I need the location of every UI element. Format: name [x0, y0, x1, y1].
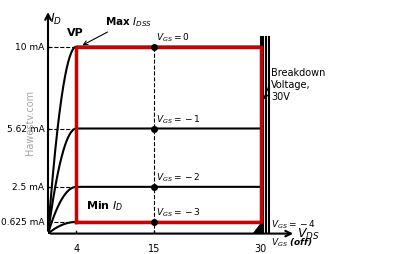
Text: VP: VP — [66, 28, 83, 38]
Text: Max $I_{DSS}$: Max $I_{DSS}$ — [84, 15, 152, 45]
Text: $V_{GS}=-1$: $V_{GS}=-1$ — [156, 113, 201, 125]
Text: $V_{GS}$ (off): $V_{GS}$ (off) — [271, 235, 313, 248]
Text: Breakdown
Voltage,
30V: Breakdown Voltage, 30V — [271, 68, 326, 101]
Text: Min $I_D$: Min $I_D$ — [86, 199, 124, 213]
Text: 2.5 mA: 2.5 mA — [12, 183, 44, 192]
Text: 10 mA: 10 mA — [15, 43, 44, 52]
Text: $V_{DS}$: $V_{DS}$ — [298, 226, 320, 241]
Text: $V_{GS}=-3$: $V_{GS}=-3$ — [156, 206, 201, 218]
Polygon shape — [254, 224, 260, 234]
Text: $V_{GS}=-4$: $V_{GS}=-4$ — [271, 218, 316, 231]
Text: $V_{GS}=0$: $V_{GS}=0$ — [156, 31, 190, 44]
Text: 0.625 mA: 0.625 mA — [1, 218, 44, 227]
Text: 5.62 mA: 5.62 mA — [7, 124, 44, 134]
Text: 4: 4 — [73, 243, 80, 253]
Text: 30: 30 — [254, 243, 267, 253]
Text: Hawestv.com: Hawestv.com — [25, 89, 35, 154]
Text: $I_D$: $I_D$ — [50, 12, 62, 27]
Text: $V_{GS}=-2$: $V_{GS}=-2$ — [156, 171, 200, 183]
Text: 15: 15 — [148, 243, 160, 253]
